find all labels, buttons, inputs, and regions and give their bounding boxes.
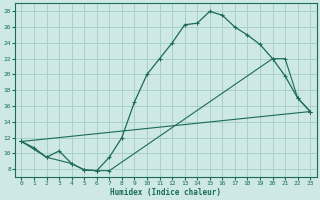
X-axis label: Humidex (Indice chaleur): Humidex (Indice chaleur) [110, 188, 221, 197]
